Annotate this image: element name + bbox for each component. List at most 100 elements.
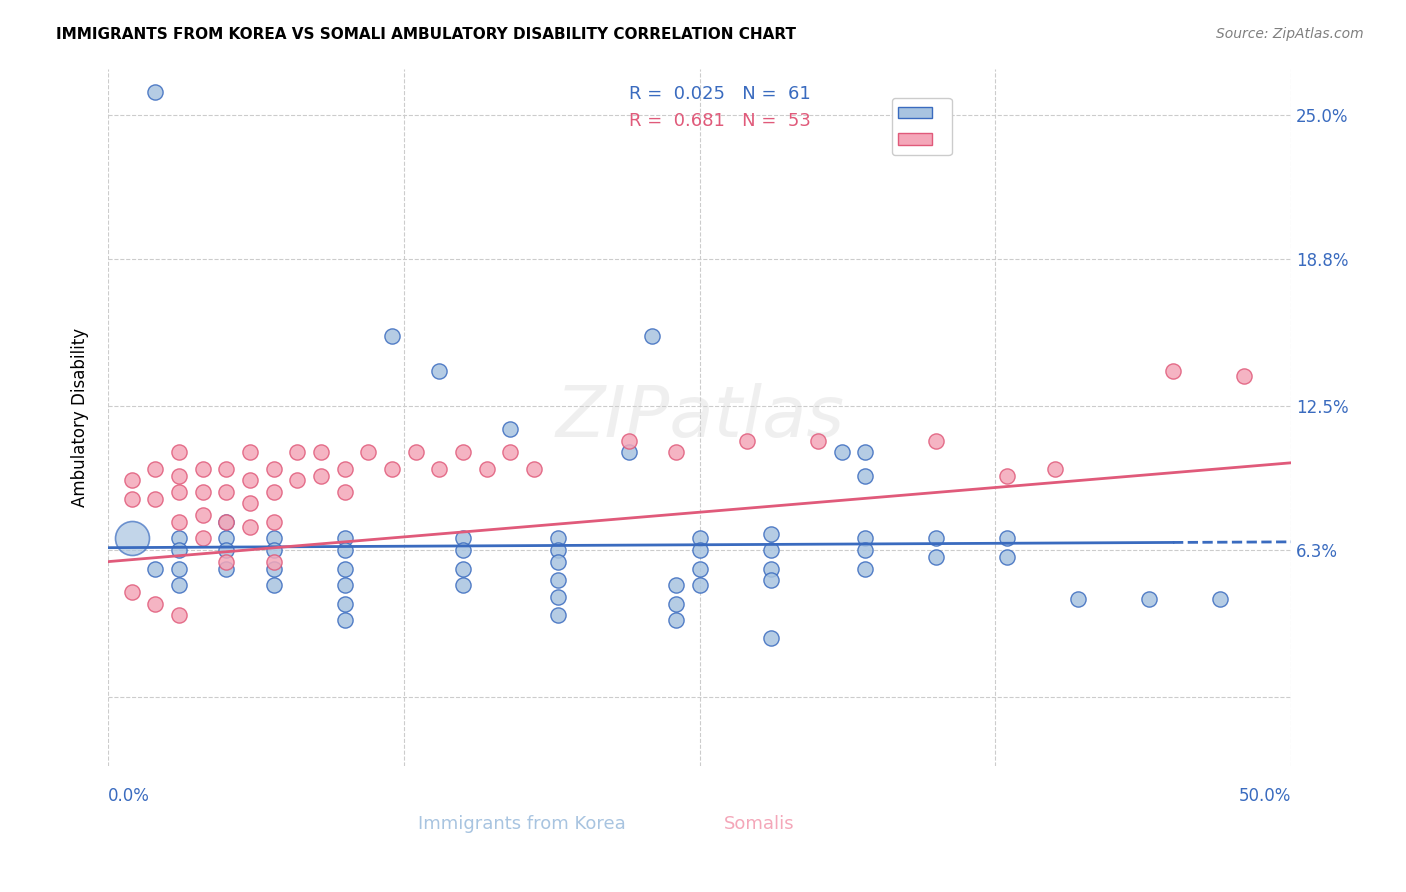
Point <box>665 445 688 459</box>
Point <box>381 329 404 343</box>
Point <box>263 484 285 499</box>
Point <box>759 573 782 587</box>
Point <box>475 461 498 475</box>
Point <box>405 445 427 459</box>
Point <box>547 590 569 604</box>
Point <box>143 85 166 99</box>
Point <box>427 461 450 475</box>
Point <box>285 473 308 487</box>
Point <box>499 422 522 436</box>
Point <box>925 549 948 564</box>
Point <box>263 515 285 529</box>
Point <box>167 532 190 546</box>
Point <box>309 468 332 483</box>
Point <box>121 532 143 546</box>
Point <box>547 543 569 558</box>
Point <box>333 597 356 611</box>
Point <box>239 496 262 510</box>
Point <box>547 573 569 587</box>
Text: ZIPatlas: ZIPatlas <box>555 383 844 452</box>
Point <box>995 532 1018 546</box>
Point <box>547 532 569 546</box>
Point <box>215 561 238 575</box>
Point <box>191 508 214 522</box>
Y-axis label: Ambulatory Disability: Ambulatory Disability <box>72 328 89 507</box>
Point <box>759 632 782 646</box>
Point <box>167 561 190 575</box>
Point <box>759 561 782 575</box>
Point <box>215 484 238 499</box>
Point <box>167 543 190 558</box>
Point <box>665 597 688 611</box>
Point <box>191 461 214 475</box>
Point <box>263 543 285 558</box>
Point <box>285 445 308 459</box>
Point <box>499 445 522 459</box>
Point <box>333 532 356 546</box>
Point <box>759 543 782 558</box>
Point <box>191 484 214 499</box>
Point <box>167 484 190 499</box>
Point <box>689 561 711 575</box>
Text: 50.0%: 50.0% <box>1239 788 1291 805</box>
Legend: , : , <box>891 98 952 155</box>
Point <box>807 434 830 448</box>
Point <box>451 561 474 575</box>
Point <box>357 445 380 459</box>
Point <box>689 578 711 592</box>
Point <box>665 613 688 627</box>
Text: Immigrants from Korea: Immigrants from Korea <box>419 815 626 833</box>
Point <box>451 445 474 459</box>
Point <box>735 434 758 448</box>
Point <box>121 491 143 506</box>
Point <box>995 549 1018 564</box>
Point <box>547 608 569 623</box>
Point <box>689 543 711 558</box>
Text: Source: ZipAtlas.com: Source: ZipAtlas.com <box>1216 27 1364 41</box>
Point <box>689 532 711 546</box>
Point <box>1399 445 1406 459</box>
Point <box>641 329 664 343</box>
Point <box>239 445 262 459</box>
Point <box>925 532 948 546</box>
Point <box>167 515 190 529</box>
Point <box>263 461 285 475</box>
Point <box>665 578 688 592</box>
Point <box>1209 591 1232 606</box>
Point <box>831 445 853 459</box>
Point <box>215 532 238 546</box>
Point <box>333 578 356 592</box>
Point <box>853 468 876 483</box>
Point <box>523 461 546 475</box>
Text: Somalis: Somalis <box>724 815 794 833</box>
Text: R =  0.025   N =  61: R = 0.025 N = 61 <box>628 85 810 103</box>
Point <box>451 578 474 592</box>
Point <box>191 532 214 546</box>
Point <box>995 468 1018 483</box>
Point <box>451 532 474 546</box>
Point <box>1161 364 1184 378</box>
Point <box>143 561 166 575</box>
Point <box>1067 591 1090 606</box>
Point <box>759 526 782 541</box>
Text: 0.0%: 0.0% <box>108 788 150 805</box>
Point <box>381 461 404 475</box>
Point <box>451 543 474 558</box>
Point <box>333 561 356 575</box>
Point <box>853 561 876 575</box>
Point <box>853 543 876 558</box>
Point <box>263 561 285 575</box>
Point <box>427 364 450 378</box>
Point <box>215 461 238 475</box>
Point <box>215 543 238 558</box>
Text: R =  0.681   N =  53: R = 0.681 N = 53 <box>628 112 810 129</box>
Point <box>333 613 356 627</box>
Point <box>263 555 285 569</box>
Point <box>167 608 190 623</box>
Point <box>547 555 569 569</box>
Point <box>617 445 640 459</box>
Point <box>1043 461 1066 475</box>
Point <box>263 578 285 592</box>
Point <box>853 445 876 459</box>
Point <box>143 597 166 611</box>
